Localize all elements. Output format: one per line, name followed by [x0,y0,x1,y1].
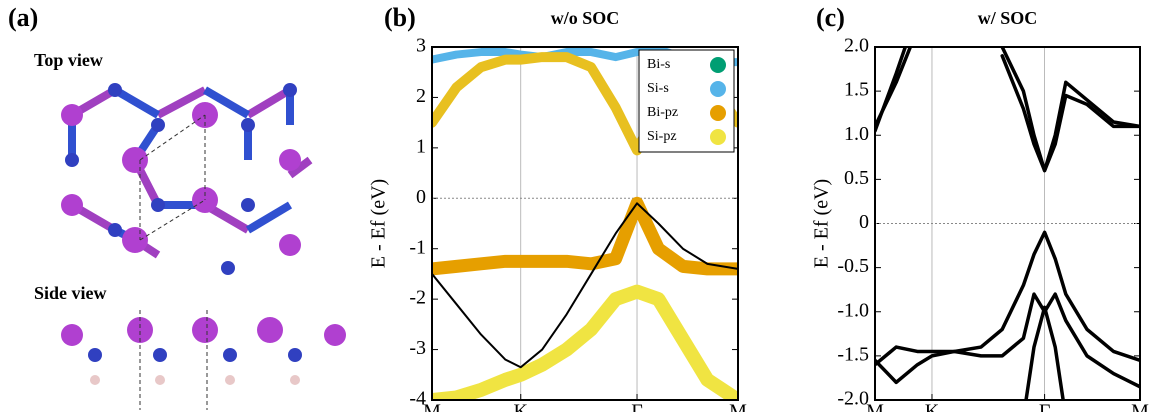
y-tick-label: 2 [416,85,426,107]
view-label: Top view [34,50,103,70]
view-label: Side view [34,283,107,303]
x-tick-label: Γ [1039,401,1051,412]
y-tick-label: -1.5 [837,343,869,365]
band [875,47,1140,173]
y-tick-label: 1.0 [844,123,869,145]
y-tick-label: -2.0 [837,388,869,410]
cell-lines [139,114,208,410]
panel-label: (b) [384,3,416,32]
x-tick-label: M [729,401,747,412]
band [432,284,738,400]
x-tick-label: M [423,401,441,412]
y-axis-label: E - Ef (eV) [368,179,390,268]
legend-label: Si-pz [647,129,677,144]
band [432,196,738,276]
x-tick-label: M [866,401,884,412]
structure: (a) Top view Side view [8,3,346,410]
plot-frame [874,46,1141,401]
legend-label: Bi-s [647,57,670,72]
legend-label: Bi-pz [647,105,678,120]
y-tick-label: 0 [416,186,426,208]
y-tick-label: -3 [409,337,426,359]
y-tick-label: 0 [859,211,869,233]
chart-title: w/ SOC [978,8,1038,28]
y-tick-label: -4 [409,388,426,410]
y-axis-label: E - Ef (eV) [811,179,833,268]
y-tick-label: 2.0 [844,35,869,57]
x-tick-label: M [1131,401,1149,412]
x-tick-label: K [925,401,940,412]
plot-frame [431,46,739,401]
y-tick-label: -1.0 [837,299,869,321]
legend: Bi-s Si-s Bi-pz Si-pz [638,49,735,153]
x-tick-label: K [514,401,529,412]
band [875,292,1140,389]
bonds [69,86,313,259]
y-tick-label: 1 [416,135,426,157]
y-tick-label: -2 [409,287,426,309]
chart-title: w/o SOC [551,8,620,28]
legend-marker [710,129,726,145]
legend-marker [710,105,726,121]
y-tick-label: 0.5 [844,167,869,189]
band [875,230,1140,367]
band [875,47,1140,173]
legend-marker [710,81,726,97]
panel-label: (c) [816,3,845,32]
band [1024,305,1065,400]
x-tick-label: Γ [631,401,643,412]
y-tick-label: 1.5 [844,79,869,101]
legend-marker [710,57,726,73]
band [432,202,738,369]
legend-label: Si-s [647,81,669,96]
y-tick-label: 3 [416,35,426,57]
panel-label: (a) [8,3,38,32]
atoms-h [90,375,300,385]
y-tick-label: -1 [409,236,426,258]
atoms-si [65,83,302,362]
y-tick-label: -0.5 [837,255,869,277]
